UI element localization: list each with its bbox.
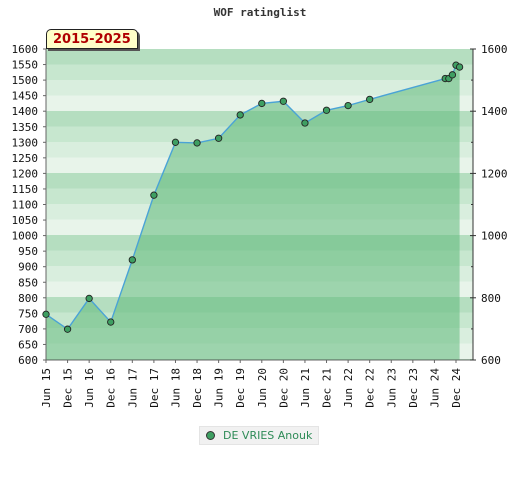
background-band: [46, 64, 473, 80]
data-point: [366, 95, 374, 104]
data-point: [344, 101, 352, 110]
y-tick-label-left: 1100: [12, 199, 39, 212]
data-point: [448, 71, 457, 79]
legend[interactable]: DE VRIES Anouk: [199, 426, 320, 445]
y-tick-label-right: 1000: [481, 230, 508, 243]
period-badge: 2015-2025: [46, 29, 138, 49]
y-tick-label-left: 1400: [12, 105, 39, 118]
x-tick-label: Jun 21: [299, 368, 312, 408]
x-tick-label: Jun 23: [385, 368, 398, 408]
data-point: [193, 139, 201, 147]
y-tick-label-left: 600: [18, 354, 38, 367]
x-tick-label: Dec 17: [148, 368, 161, 408]
y-tick-label-left: 1450: [12, 90, 39, 103]
data-point: [322, 106, 331, 114]
y-tick-label-right: 600: [481, 354, 501, 367]
x-tick-label: Jun 16: [83, 368, 96, 408]
y-tick-label-left: 1050: [12, 214, 39, 227]
x-tick-label: Jun 15: [40, 368, 53, 408]
y-tick-label-left: 1550: [12, 59, 39, 72]
data-point: [214, 134, 223, 142]
data-point: [301, 119, 309, 127]
data-point: [42, 310, 50, 318]
data-point: [171, 138, 180, 146]
x-tick-label: Dec 24: [450, 368, 463, 408]
data-point: [279, 97, 288, 105]
y-tick-label-left: 900: [18, 261, 38, 274]
y-tick-label-left: 1350: [12, 121, 39, 134]
x-tick-label: Dec 18: [191, 368, 204, 408]
x-tick-label: Jun 22: [342, 368, 355, 408]
y-tick-label-left: 1000: [12, 230, 39, 243]
series-area: [46, 65, 460, 360]
background-band: [46, 80, 473, 96]
legend-label: DE VRIES Anouk: [223, 429, 313, 442]
data-point: [85, 294, 93, 303]
y-tick-label-right: 1400: [481, 105, 508, 118]
data-point: [150, 191, 158, 199]
y-tick-label-left: 650: [18, 338, 38, 351]
y-tick-label-left: 1300: [12, 136, 39, 149]
x-tick-label: Jun 19: [213, 368, 226, 408]
data-point: [236, 111, 244, 119]
x-tick-label: Jun 18: [169, 368, 182, 408]
x-tick-label: Dec 15: [62, 368, 75, 408]
x-tick-label: Jun 17: [126, 368, 139, 408]
data-point: [63, 325, 72, 333]
y-tick-label-left: 950: [18, 245, 38, 258]
y-tick-label-right: 1200: [481, 167, 508, 180]
legend-marker: [206, 431, 215, 440]
data-point: [258, 99, 266, 108]
x-tick-label: Dec 22: [364, 368, 377, 408]
x-tick-label: Jun 20: [256, 368, 269, 408]
y-tick-label-left: 1200: [12, 167, 39, 180]
data-point: [455, 63, 464, 71]
chart-title: WOF ratinglist: [213, 6, 307, 19]
x-tick-label: Dec 23: [407, 368, 420, 408]
y-tick-label-left: 1250: [12, 152, 39, 165]
x-tick-label: Dec 21: [321, 368, 334, 408]
y-tick-label-left: 1150: [12, 183, 39, 196]
y-tick-label-left: 750: [18, 307, 38, 320]
y-tick-label-left: 800: [18, 292, 38, 305]
y-tick-label-left: 700: [18, 323, 38, 336]
y-tick-label-left: 1600: [12, 43, 39, 56]
y-tick-label-right: 800: [481, 292, 501, 305]
x-tick-label: Dec 20: [277, 368, 290, 408]
x-tick-label: Jun 24: [428, 368, 441, 408]
y-tick-label-left: 1500: [12, 74, 39, 87]
data-point: [107, 318, 115, 326]
y-tick-label-left: 850: [18, 276, 38, 289]
x-tick-label: Dec 19: [234, 368, 247, 408]
background-band: [46, 49, 473, 65]
y-tick-label-right: 1600: [481, 43, 508, 56]
x-tick-label: Dec 16: [105, 368, 118, 408]
data-point: [128, 256, 136, 264]
